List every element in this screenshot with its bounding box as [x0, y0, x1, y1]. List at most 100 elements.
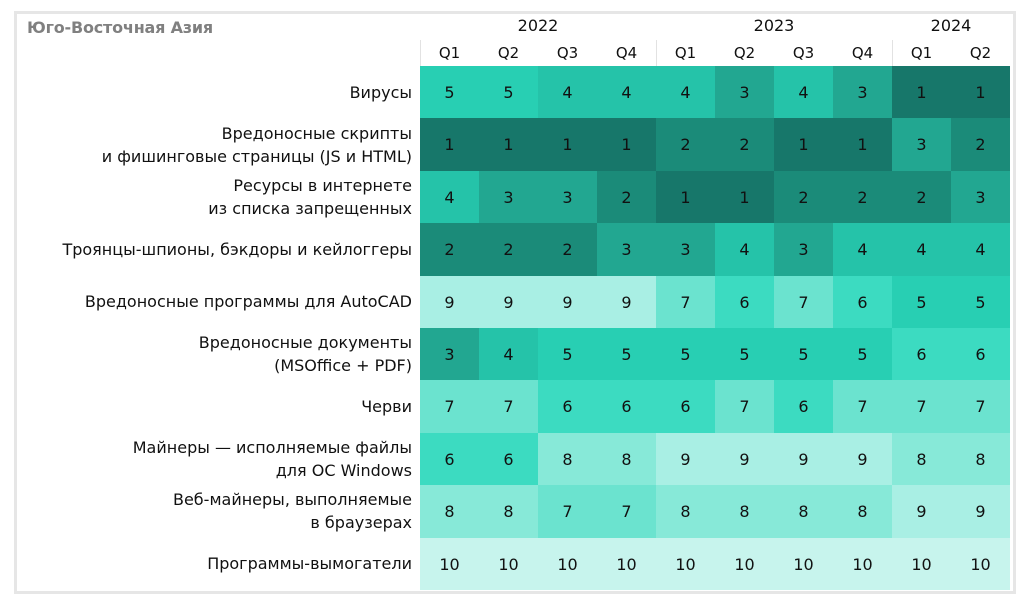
year-separator — [420, 40, 421, 66]
heatmap-cell: 8 — [420, 485, 479, 538]
heatmap-cell: 6 — [833, 276, 892, 328]
heatmap-cell: 6 — [597, 380, 656, 433]
quarter-label: Q3 — [792, 44, 815, 62]
heatmap-cell: 4 — [951, 223, 1010, 276]
heatmap-cell: 3 — [892, 118, 951, 171]
row-label: Вирусы — [0, 66, 412, 118]
heatmap-cell: 10 — [538, 538, 597, 590]
chart-frame — [14, 11, 1016, 594]
heatmap-cell: 9 — [774, 433, 833, 485]
heatmap-cell: 10 — [892, 538, 951, 590]
heatmap-cell: 2 — [951, 118, 1010, 171]
heatmap-cell: 6 — [951, 328, 1010, 380]
heatmap-cell: 6 — [774, 380, 833, 433]
heatmap-cell: 5 — [715, 328, 774, 380]
heatmap-cell: 7 — [597, 485, 656, 538]
heatmap-cell: 1 — [951, 66, 1010, 118]
heatmap-cell: 10 — [597, 538, 656, 590]
row-label-line: из списка запрещенных — [208, 198, 412, 218]
row-label: Вредоносные программы для AutoCAD — [0, 276, 412, 328]
heatmap-cell: 6 — [892, 328, 951, 380]
heatmap-cell: 2 — [715, 118, 774, 171]
heatmap-cell: 2 — [892, 171, 951, 223]
heatmap-cell: 1 — [479, 118, 538, 171]
heatmap-cell: 5 — [479, 66, 538, 118]
heatmap-cell: 2 — [597, 171, 656, 223]
quarter-label: Q4 — [615, 44, 638, 62]
row-label: Вредоносные документы (MSOffice + PDF) — [0, 328, 412, 380]
row-label-line: Веб-майнеры, выполняемые — [172, 490, 412, 510]
heatmap-cell: 2 — [833, 171, 892, 223]
heatmap-cell: 10 — [833, 538, 892, 590]
heatmap-cell: 3 — [538, 171, 597, 223]
heatmap-cell: 8 — [892, 433, 951, 485]
heatmap-cell: 4 — [774, 66, 833, 118]
heatmap-cell: 8 — [715, 485, 774, 538]
heatmap-cell: 6 — [656, 380, 715, 433]
heatmap-cell: 10 — [479, 538, 538, 590]
heatmap-cell: 3 — [597, 223, 656, 276]
row-label-line: Вредоносные скрипты — [221, 123, 412, 143]
heatmap-cell: 7 — [538, 485, 597, 538]
year-label: 2022 — [517, 16, 559, 35]
heatmap-cell: 7 — [833, 380, 892, 433]
heatmap-cell: 3 — [833, 66, 892, 118]
row-label: Троянцы-шпионы, бэкдоры и кейлоггеры — [0, 223, 412, 275]
quarter-label: Q2 — [733, 44, 756, 62]
heatmap-cell: 9 — [951, 485, 1010, 538]
heatmap-cell: 6 — [420, 433, 479, 485]
quarter-label: Q1 — [674, 44, 697, 62]
heatmap-cell: 6 — [479, 433, 538, 485]
year-separator — [656, 40, 657, 66]
heatmap-cell: 9 — [715, 433, 774, 485]
row-label-line: Майнеры — исполняемые файлы — [132, 437, 412, 457]
heatmap-cell: 4 — [833, 223, 892, 276]
heatmap-cell: 3 — [951, 171, 1010, 223]
heatmap-cell: 7 — [774, 276, 833, 328]
heatmap-cell: 4 — [420, 171, 479, 223]
heatmap-cell: 7 — [951, 380, 1010, 433]
heatmap-cell: 8 — [833, 485, 892, 538]
heatmap-cell: 2 — [538, 223, 597, 276]
row-label-line: Вредоносные программы для AutoCAD — [84, 292, 412, 312]
quarter-label: Q2 — [497, 44, 520, 62]
quarter-label: Q2 — [969, 44, 992, 62]
year-label: 2024 — [930, 16, 972, 35]
heatmap-cell: 4 — [538, 66, 597, 118]
heatmap-cell: 7 — [656, 276, 715, 328]
heatmap-cell: 1 — [833, 118, 892, 171]
heatmap-cell: 1 — [420, 118, 479, 171]
heatmap-cell: 4 — [656, 66, 715, 118]
heatmap-cell: 5 — [538, 328, 597, 380]
row-label-line: (MSOffice + PDF) — [274, 356, 412, 376]
heatmap-cell: 1 — [774, 118, 833, 171]
row-label: Черви — [0, 380, 412, 432]
heatmap-cell: 4 — [892, 223, 951, 276]
heatmap-cell: 5 — [951, 276, 1010, 328]
heatmap-cell: 8 — [597, 433, 656, 485]
heatmap-cell: 1 — [538, 118, 597, 171]
heatmap-cell: 5 — [833, 328, 892, 380]
heatmap-cell: 5 — [597, 328, 656, 380]
heatmap-cell: 7 — [420, 380, 479, 433]
row-label-line: Программы-вымогатели — [207, 554, 412, 574]
heatmap-cell: 6 — [538, 380, 597, 433]
heatmap-cell: 3 — [774, 223, 833, 276]
heatmap-cell: 10 — [420, 538, 479, 590]
row-label: Майнеры — исполняемые файлы для ОС Window… — [0, 433, 412, 485]
heatmap-cell: 1 — [656, 171, 715, 223]
heatmap-cell: 4 — [479, 328, 538, 380]
heatmap-cell: 2 — [479, 223, 538, 276]
heatmap-cell: 4 — [597, 66, 656, 118]
heatmap-cell: 8 — [774, 485, 833, 538]
year-separator — [892, 40, 893, 66]
heatmap-cell: 5 — [774, 328, 833, 380]
row-label-line: Ресурсы в интернете — [233, 175, 412, 195]
heatmap-cell: 3 — [715, 66, 774, 118]
heatmap-cell: 10 — [774, 538, 833, 590]
heatmap-cell: 3 — [479, 171, 538, 223]
heatmap-cell: 7 — [892, 380, 951, 433]
row-label-line: для ОС Windows — [275, 460, 412, 480]
heatmap-cell: 3 — [656, 223, 715, 276]
quarter-label: Q1 — [438, 44, 461, 62]
